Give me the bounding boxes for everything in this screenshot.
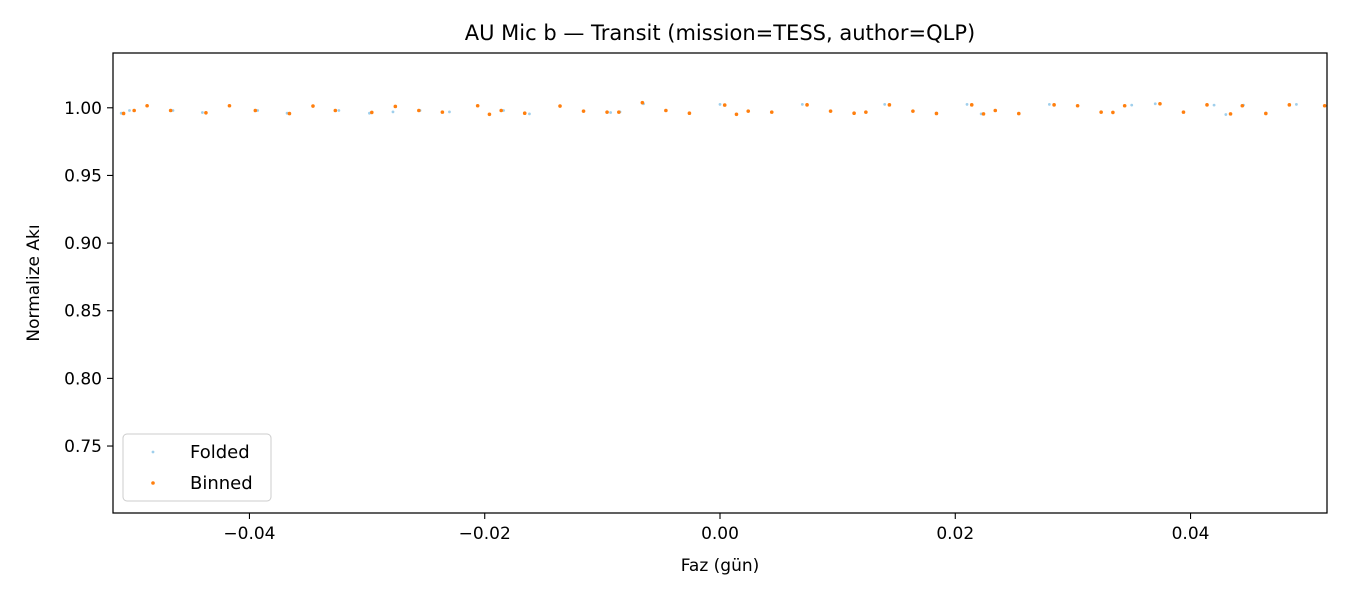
- y-tick-label: 0.85: [64, 302, 102, 322]
- folded-point: [1224, 113, 1228, 116]
- y-tick-label: 0.95: [64, 166, 102, 186]
- binned-point: [333, 108, 338, 113]
- binned-point: [522, 111, 527, 116]
- binned-point: [769, 110, 774, 114]
- binned-point: [132, 108, 136, 113]
- binned-point: [1052, 103, 1056, 107]
- binned-point: [1228, 112, 1233, 116]
- binned-point: [145, 103, 149, 108]
- y-tick-label: 0.80: [64, 369, 102, 389]
- folded-point: [448, 110, 451, 114]
- binned-point: [1205, 103, 1209, 107]
- binned-point: [1122, 103, 1127, 108]
- legend-box: [122, 433, 272, 502]
- binned-point: [204, 111, 208, 115]
- binned-point: [734, 112, 739, 117]
- binned-point: [168, 108, 173, 113]
- x-axis-ticks: −0.04 −0.02 0.00 0.02 0.04: [223, 513, 1209, 544]
- x-tick-label: −0.02: [459, 524, 511, 544]
- folded-point: [800, 103, 804, 106]
- folded-point: [337, 109, 341, 112]
- folded-point: [609, 111, 612, 114]
- binned-point: [370, 110, 374, 115]
- binned-point: [1099, 110, 1103, 114]
- folded-point: [883, 103, 887, 106]
- legend-marker-folded: [151, 450, 155, 454]
- binned-point: [287, 111, 292, 116]
- binned-point: [617, 110, 621, 114]
- folded-points: [119, 102, 1298, 116]
- binned-point: [1264, 111, 1268, 116]
- binned-point: [687, 111, 692, 116]
- folded-point: [528, 112, 531, 116]
- binned-point: [664, 108, 668, 113]
- folded-point: [201, 111, 204, 114]
- x-tick-label: 0.00: [701, 524, 739, 544]
- binned-point: [499, 108, 504, 113]
- binned-point: [1111, 110, 1115, 115]
- binned-point: [828, 109, 833, 113]
- y-tick-label: 0.75: [64, 437, 102, 457]
- binned-point: [1322, 103, 1327, 108]
- binned-point: [1181, 110, 1186, 114]
- binned-point: [121, 111, 126, 116]
- y-axis-label: Normalize Akı: [24, 224, 44, 341]
- plot-area-frame: [112, 52, 1328, 514]
- folded-point: [1047, 103, 1051, 106]
- binned-points: [121, 100, 1327, 117]
- x-axis-label: Faz (gün): [681, 556, 760, 576]
- binned-point: [1075, 103, 1080, 108]
- binned-point: [640, 100, 645, 105]
- binned-point: [253, 108, 258, 113]
- binned-point: [311, 104, 315, 108]
- x-tick-label: −0.04: [223, 524, 275, 544]
- folded-point: [1153, 102, 1157, 106]
- binned-point: [805, 103, 809, 107]
- binned-point: [440, 110, 445, 114]
- binned-point: [581, 109, 586, 113]
- binned-point: [417, 108, 421, 113]
- legend-label-binned: Binned: [190, 473, 253, 494]
- folded-point: [718, 103, 722, 106]
- y-tick-label: 0.90: [64, 234, 102, 254]
- binned-point: [981, 112, 986, 116]
- folded-point: [1295, 103, 1298, 106]
- binned-point: [1287, 103, 1292, 107]
- chart-title: AU Mic b — Transit (mission=TESS, author…: [465, 21, 975, 45]
- binned-point: [558, 104, 562, 108]
- binned-point: [605, 110, 609, 114]
- binned-point: [1158, 101, 1162, 106]
- binned-point: [722, 103, 727, 107]
- legend: Folded Binned: [122, 433, 272, 502]
- legend-label-folded: Folded: [190, 442, 250, 463]
- folded-point: [1212, 103, 1216, 107]
- binned-point: [969, 103, 974, 107]
- x-tick-label: 0.04: [1172, 524, 1210, 544]
- binned-point: [887, 103, 892, 107]
- binned-point: [852, 111, 856, 116]
- folded-point: [128, 109, 131, 112]
- binned-point: [911, 109, 915, 113]
- legend-marker-binned: [151, 481, 155, 485]
- binned-point: [227, 103, 232, 108]
- binned-point: [993, 108, 998, 113]
- binned-point: [1240, 103, 1245, 108]
- x-tick-label: 0.02: [936, 524, 974, 544]
- y-tick-label: 1.00: [64, 99, 102, 119]
- binned-point: [487, 112, 492, 117]
- binned-point: [934, 111, 939, 116]
- binned-point: [475, 103, 480, 108]
- binned-point: [746, 109, 751, 113]
- folded-point: [391, 110, 395, 114]
- folded-point: [1130, 103, 1134, 107]
- binned-point: [864, 110, 868, 114]
- binned-point: [1016, 111, 1021, 116]
- binned-point: [393, 104, 398, 109]
- folded-point: [965, 103, 969, 106]
- y-axis-ticks: 0.75 0.80 0.85 0.90 0.95 1.00: [64, 99, 113, 457]
